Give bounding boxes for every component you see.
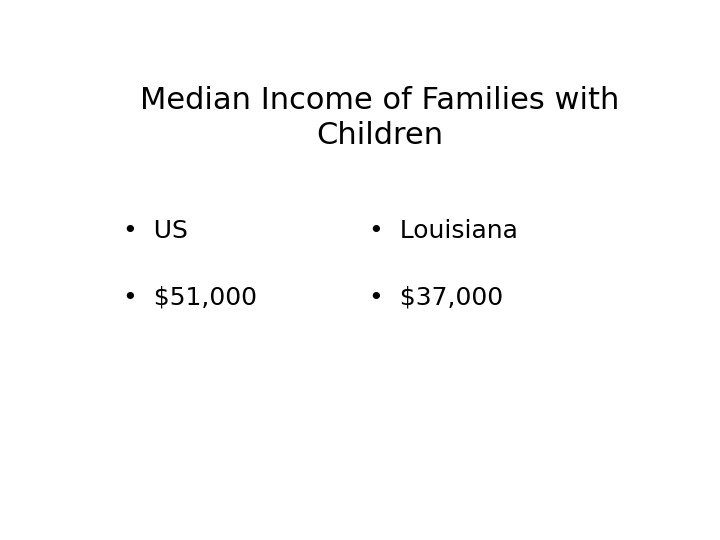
Text: •  US: • US bbox=[124, 219, 189, 243]
Text: •  $51,000: • $51,000 bbox=[124, 286, 258, 309]
Text: •  Louisiana: • Louisiana bbox=[369, 219, 518, 243]
Text: Median Income of Families with
Children: Median Income of Families with Children bbox=[140, 85, 620, 151]
Text: •  $37,000: • $37,000 bbox=[369, 286, 503, 309]
